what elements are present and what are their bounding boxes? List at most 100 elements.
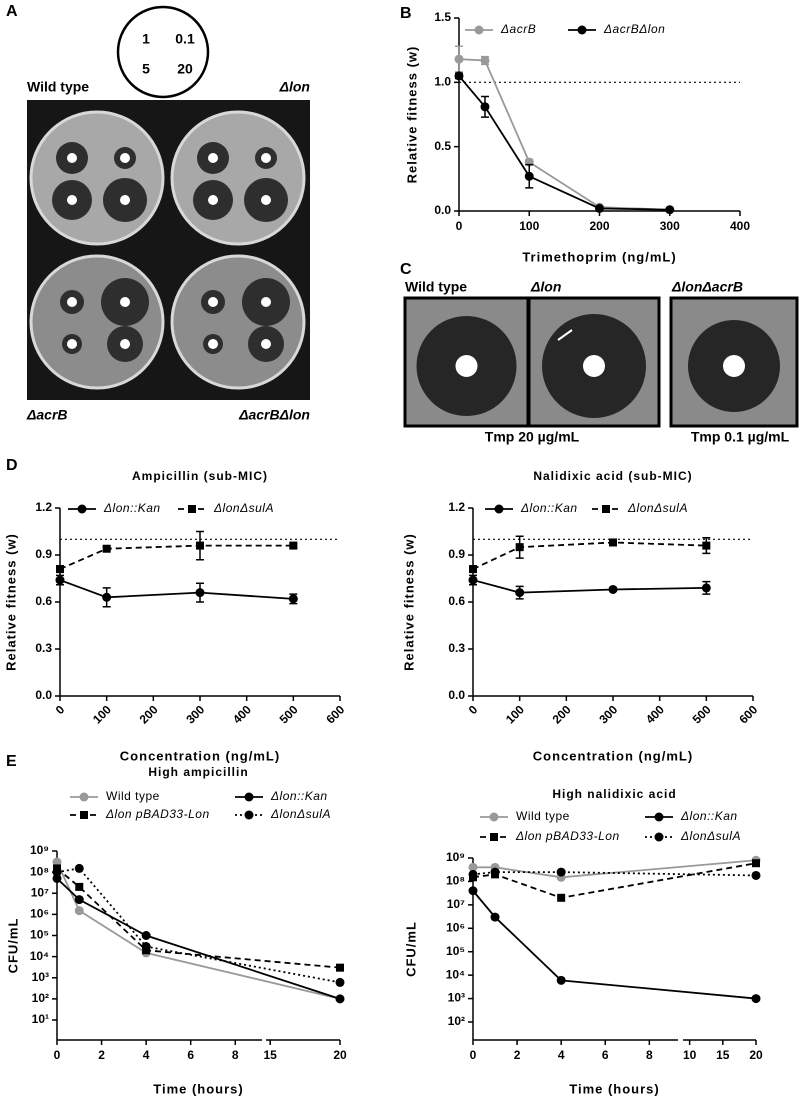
disk xyxy=(67,153,77,163)
x-tick-label: 6 xyxy=(187,1048,194,1062)
series-line xyxy=(56,867,341,969)
legend-label: ΔlonΔsulA xyxy=(213,501,274,515)
series-line xyxy=(56,867,341,984)
marker xyxy=(468,886,478,896)
disk xyxy=(120,153,130,163)
x-axis-label: Time (hours) xyxy=(569,1081,660,1096)
series-line xyxy=(56,861,341,1000)
marker xyxy=(335,977,345,987)
marker xyxy=(335,994,345,1004)
x-tick-label: 4 xyxy=(143,1048,150,1062)
disk xyxy=(67,195,77,205)
marker xyxy=(196,541,204,550)
marker xyxy=(557,893,566,902)
marker xyxy=(702,541,711,550)
condition-label: Tmp 20 µg/mL xyxy=(485,429,580,445)
y-tick-label: 1.5 xyxy=(434,10,451,24)
marker xyxy=(515,588,525,598)
series-line xyxy=(56,877,341,1000)
x-axis-label: Concentration (ng/mL) xyxy=(120,748,280,763)
marker xyxy=(141,931,151,940)
panel-label: A xyxy=(6,3,18,20)
disk xyxy=(208,195,218,205)
y-tick-label: 1.2 xyxy=(35,500,52,514)
series-line xyxy=(472,862,757,899)
x-tick-label: 0 xyxy=(470,1048,477,1062)
y-tick-label: 0.9 xyxy=(35,547,52,561)
series-line xyxy=(472,890,757,1000)
legend-label: Δlon::Kan xyxy=(270,789,328,803)
legend-marker xyxy=(654,832,664,842)
marker xyxy=(288,594,298,604)
y-tick-label: 10³ xyxy=(32,970,49,984)
legend-marker xyxy=(244,792,254,802)
marker xyxy=(454,54,464,64)
y-tick-label: 10² xyxy=(32,991,49,1005)
x-tick-label: 500 xyxy=(277,702,301,726)
disk xyxy=(120,297,130,307)
y-axis-label: Relative fitness (w) xyxy=(401,533,416,671)
marker xyxy=(74,863,84,873)
x-tick-label: 200 xyxy=(550,702,574,726)
legend-label: Wild type xyxy=(516,809,570,823)
marker xyxy=(752,859,760,868)
marker xyxy=(665,205,675,215)
y-tick-label: 0.6 xyxy=(35,594,52,608)
marker xyxy=(609,538,617,547)
disk xyxy=(120,339,130,349)
series-line xyxy=(472,579,707,594)
x-tick-label: 300 xyxy=(183,702,207,726)
series-line xyxy=(472,541,707,570)
marker xyxy=(336,963,344,972)
x-tick-label: 20 xyxy=(333,1048,347,1062)
marker xyxy=(52,857,62,867)
marker xyxy=(74,906,84,916)
marker xyxy=(480,102,490,112)
series-line xyxy=(59,579,294,600)
y-tick-label: 0.3 xyxy=(35,641,52,655)
legend-marker xyxy=(80,811,88,819)
x-tick-label: 20 xyxy=(749,1048,763,1062)
y-tick-label: 0.5 xyxy=(434,139,451,153)
y-tick-label: 0.0 xyxy=(448,688,465,702)
x-axis-label: Time (hours) xyxy=(153,1081,244,1096)
y-tick-label: 10⁴ xyxy=(30,949,49,963)
marker xyxy=(490,867,500,877)
strain-label: Wild type xyxy=(405,279,467,295)
x-tick-label: 8 xyxy=(232,1048,239,1062)
x-tick-label: 2 xyxy=(98,1048,105,1062)
series-line xyxy=(458,75,670,211)
y-tick-label: 10⁶ xyxy=(30,907,49,921)
legend-marker xyxy=(602,505,610,513)
marker xyxy=(468,575,478,585)
disk xyxy=(67,339,77,349)
y-tick-label: 10⁸ xyxy=(30,864,49,878)
x-tick-label: 4 xyxy=(558,1048,565,1062)
strain-label: ΔlonΔacrB xyxy=(671,279,743,295)
legend-marker xyxy=(577,25,587,35)
marker xyxy=(469,565,477,574)
panel-label: B xyxy=(400,5,412,22)
disk xyxy=(208,339,218,349)
legend-marker xyxy=(489,812,499,822)
y-tick-label: 0.6 xyxy=(448,594,465,608)
disk xyxy=(208,297,218,307)
plate xyxy=(29,110,165,246)
strain-label: ΔacrB xyxy=(26,407,68,423)
legend-marker xyxy=(494,504,504,514)
legend-marker xyxy=(77,504,87,514)
x-tick-label: 600 xyxy=(323,702,347,726)
marker xyxy=(490,912,500,922)
marker xyxy=(102,544,111,553)
legend-label: Δlon::Kan xyxy=(103,501,161,515)
y-tick-label: 10⁵ xyxy=(446,944,465,958)
marker xyxy=(56,565,64,574)
panel-label: C xyxy=(400,261,412,278)
legend-label: ΔacrBΔlon xyxy=(603,22,665,36)
x-tick-label: 0 xyxy=(54,1048,61,1062)
condition-label: Tmp 0.1 µg/mL xyxy=(691,429,790,445)
marker xyxy=(608,584,618,594)
legend-marker xyxy=(244,810,254,820)
y-axis-label: Relative fitness (w) xyxy=(404,46,419,184)
